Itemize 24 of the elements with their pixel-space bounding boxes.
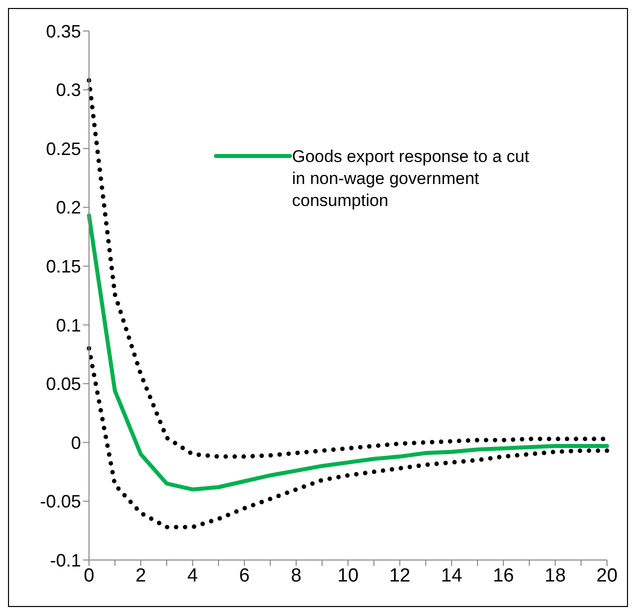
line-series bbox=[86, 346, 610, 530]
y-tick-label: 0.05 bbox=[46, 374, 81, 394]
y-tick-label: 0.15 bbox=[46, 256, 81, 276]
y-tick-label: 0.3 bbox=[56, 80, 81, 100]
y-tick-label: 0.2 bbox=[56, 198, 81, 218]
x-tick-label: 10 bbox=[337, 565, 359, 586]
y-tick-label: 0.1 bbox=[56, 315, 81, 336]
line-series bbox=[87, 214, 609, 492]
x-tick-label: 0 bbox=[84, 565, 94, 586]
x-tick-label: 6 bbox=[239, 565, 250, 586]
x-tick-label: 2 bbox=[136, 565, 146, 586]
x-tick-label: 18 bbox=[544, 565, 566, 586]
legend-label: Goods export response to a cut in non-wage government consumption bbox=[292, 146, 530, 212]
x-tick-label: 8 bbox=[290, 565, 302, 586]
y-tick-label: 0 bbox=[70, 432, 81, 453]
y-tick-label: 0.25 bbox=[46, 138, 81, 159]
x-tick-label: 20 bbox=[596, 565, 618, 586]
x-tick-label: 4 bbox=[187, 565, 198, 586]
x-tick-label: 16 bbox=[492, 565, 514, 586]
y-tick-label: -0.05 bbox=[40, 492, 81, 512]
y-tick-label: -0.1 bbox=[50, 550, 81, 570]
y-tick-label: 0.35 bbox=[46, 21, 81, 42]
x-tick-label: 12 bbox=[389, 565, 410, 586]
x-tick-label: 14 bbox=[441, 565, 463, 586]
